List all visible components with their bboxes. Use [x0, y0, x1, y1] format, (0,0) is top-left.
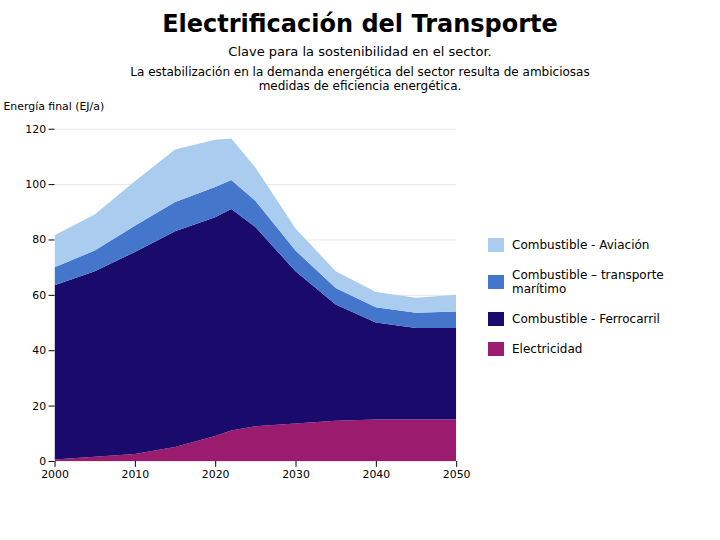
html-text:Electricidad: Electricidad: [512, 342, 583, 357]
svg-text:0: 0: [39, 455, 46, 468]
svg-text:100: 100: [25, 178, 46, 191]
svg-text:Energía final (EJ/a): Energía final (EJ/a): [3, 100, 104, 113]
svg-text:2050: 2050: [443, 468, 471, 481]
html-text:La estabilización en la demand: La estabilización en la demanda energéti…: [130, 65, 590, 93]
svg-text:2010: 2010: [122, 468, 150, 481]
svg-text:40: 40: [32, 344, 46, 357]
html-text:Combustible – transporte marít: Combustible – transporte marítimo: [512, 268, 664, 297]
svg-text:120: 120: [25, 123, 46, 136]
svg-text:2030: 2030: [282, 468, 310, 481]
svg-text:60: 60: [32, 289, 46, 302]
html-text:Clave para la sostenibilidad e: Clave para la sostenibilidad en el secto…: [228, 44, 492, 59]
html-text:Combustible - Aviación: Combustible - Aviación: [512, 238, 650, 253]
svg-text:2020: 2020: [202, 468, 230, 481]
svg-text:20: 20: [32, 400, 46, 413]
svg-text:2040: 2040: [362, 468, 390, 481]
svg-text:80: 80: [32, 233, 46, 246]
svg-text:2000: 2000: [41, 468, 69, 481]
html-text:Electrificación del Transporte: Electrificación del Transporte: [162, 10, 558, 38]
html-text:Combustible - Ferrocarril: Combustible - Ferrocarril: [512, 312, 660, 327]
